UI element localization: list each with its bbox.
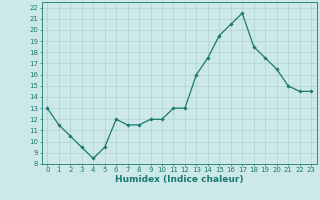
- X-axis label: Humidex (Indice chaleur): Humidex (Indice chaleur): [115, 175, 244, 184]
